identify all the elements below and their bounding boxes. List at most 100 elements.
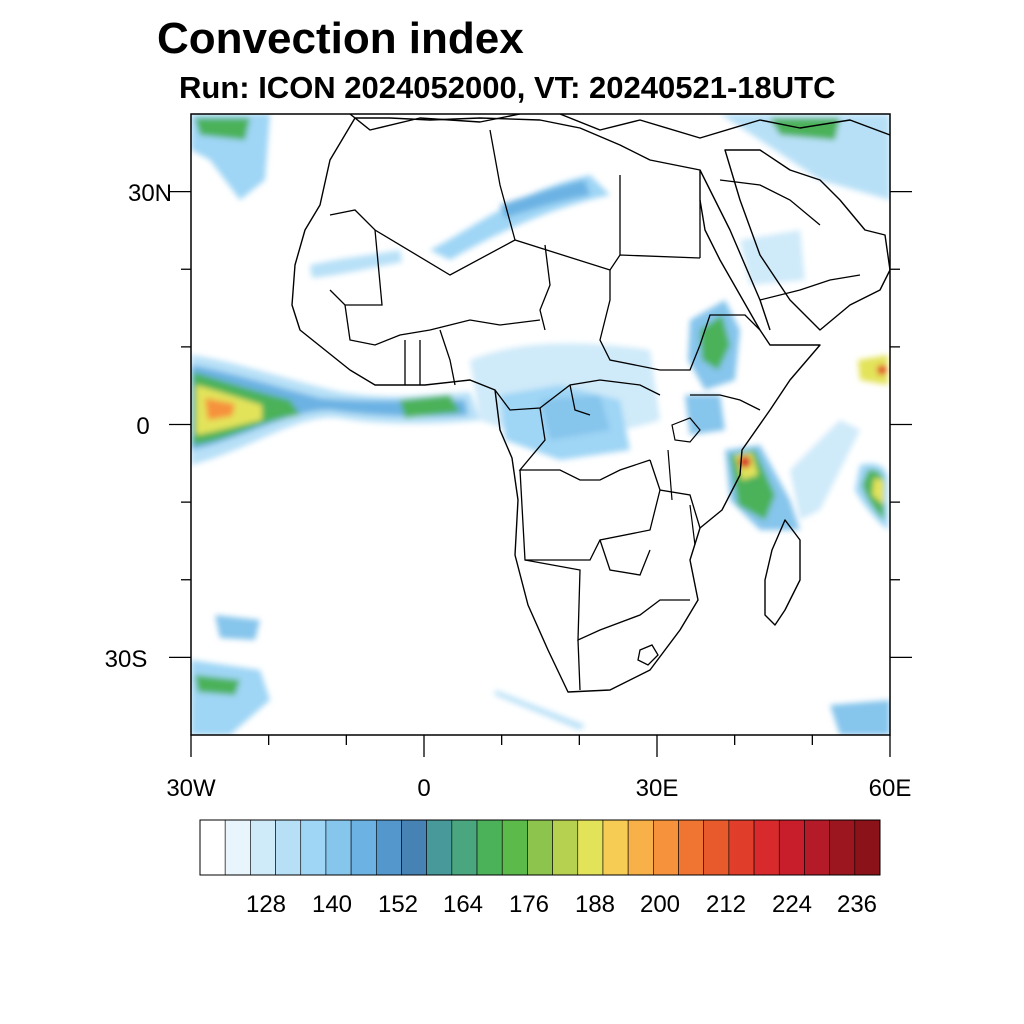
shading-east-spot-max [877,365,887,375]
colorbar-swatch [829,819,856,876]
africa-coast [291,117,821,693]
border-sahara-5 [599,270,661,371]
border-south-1 [519,469,661,561]
colorbar-swatch [527,819,553,876]
colorbar-label: 152 [378,891,418,918]
lon-label-60e: 60E [869,775,912,802]
colorbar-swatch [577,819,604,876]
colorbar-swatch [375,819,402,876]
colorbar-swatch [804,819,830,876]
colorbar-swatch [325,819,352,876]
border-sahel-2 [439,329,456,386]
shading-itcz-orange [205,398,235,420]
lat-label-30n: 30N [128,180,172,207]
border-sahara-4 [539,244,551,331]
colorbar-label: 200 [640,891,680,918]
colorbar-swatch [552,819,579,876]
border-arabia-1 [759,274,861,301]
lon-label-0: 0 [417,775,430,802]
country-borders [329,129,861,691]
colorbar-swatch [451,819,478,876]
border-sahel-1 [344,304,541,346]
lakes [667,417,701,546]
colorbar-label: 224 [772,891,812,918]
border-east-2 [690,394,761,411]
lat-label-0: 0 [136,413,149,440]
chart-subtitle: Run: ICON 2024052000, VT: 20240521-18UTC [179,70,836,105]
colorbar-frame [199,819,881,876]
shading-ne-corner [720,114,890,200]
border-arabia-2 [719,179,821,226]
chart-title: Convection index [157,14,524,63]
border-sahara-2 [329,229,383,306]
colorbar-swatch [703,819,730,876]
shading-sw-atlantic [191,660,270,735]
colorbar-swatch [501,819,528,876]
colorbar-label: 176 [509,891,549,918]
colorbar-label: 140 [312,891,352,918]
shading-ethiopia-core [700,315,730,370]
colorbar-swatch [476,819,503,876]
lon-label-30w: 30W [166,775,216,802]
shading-lake-victoria [685,395,725,435]
colorbar-label: 164 [443,891,483,918]
shading-east-spot [858,355,888,385]
border-central-3 [569,384,591,416]
lon-label-30e: 30E [636,775,679,802]
colorbar-label: 128 [246,891,286,918]
colorbar-swatch [854,819,881,876]
shading-sw-blob2 [215,615,260,640]
colorbar-swatch [653,819,679,876]
coastlines [291,114,890,693]
shading-gulf [400,395,460,418]
border-south-4 [577,639,581,691]
colorbar-swatch [300,819,327,876]
shading-congo [540,395,610,440]
shading-cyclone-hot [872,478,884,505]
shading-sahara-streak-core [500,180,590,218]
madagascar-coast [764,519,801,626]
colorbar-label: 236 [837,891,877,918]
lake-victoria [671,417,701,443]
colorbar [199,819,881,876]
colorbar-swatch [224,819,251,876]
colorbar-swatch [728,819,755,876]
border-east-1 [660,314,761,371]
colorbar-swatch [678,819,705,876]
europe-coast [349,114,521,131]
shading-se-corner [830,700,890,735]
border-east-3 [649,459,701,529]
shading-s-streak [495,690,585,730]
arabia-coast [724,149,890,331]
border-central-2 [518,407,651,481]
border-sahara-3 [489,129,516,241]
colorbar-swatch [778,819,805,876]
colorbar-swatch [350,819,377,876]
lake-malawi [689,504,696,546]
lesotho [637,644,659,666]
colorbar-label: 212 [706,891,746,918]
shading-west-sahara [310,250,402,278]
red-sea-coast [699,169,771,331]
border-south-3 [599,539,651,576]
border-sahara-1 [329,209,701,276]
border-south-2 [524,559,690,642]
colorbar-swatch [275,819,302,876]
shading-itcz-mid [191,365,468,450]
colorbar-swatch [602,819,629,876]
shading-tanzania-max [739,456,751,468]
shading-ne-core [770,118,840,140]
lake-tanganyika [667,449,673,501]
lat-label-30s: 30S [105,646,148,673]
colorbar-swatch [199,819,226,876]
shading-east-band [790,420,860,520]
colorbar-swatch [426,819,453,876]
colorbar-swatch [250,819,276,876]
axis-ticks [169,190,912,757]
colorbar-swatch [753,819,780,876]
colorbar-labels: 128 140 152 164 176 188 200 212 224 236 [246,891,877,918]
colorbar-swatch [401,819,427,876]
convection-shading [191,114,890,735]
shading-nw-atlantic-core [195,118,250,140]
